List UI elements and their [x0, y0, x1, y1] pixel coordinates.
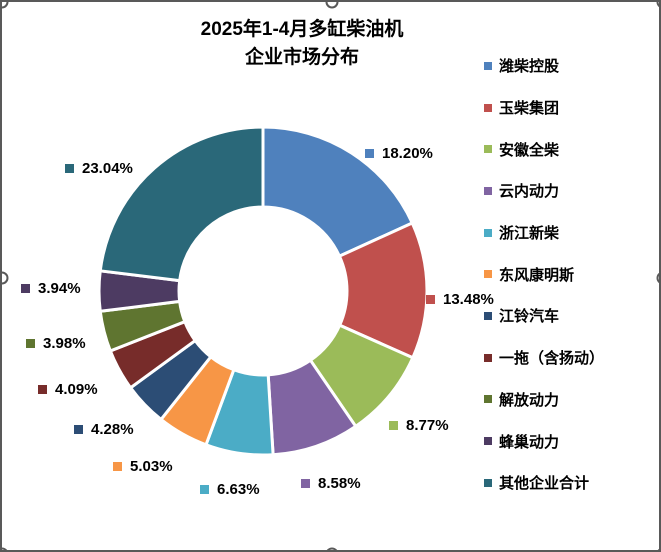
- legend-label: 浙江新柴: [499, 225, 560, 243]
- legend-item-3[interactable]: 云内动力: [484, 170, 659, 212]
- data-label-10: 23.04%: [65, 158, 133, 178]
- label-swatch-icon: [38, 384, 47, 394]
- label-swatch-icon: [113, 461, 122, 471]
- legend-swatch-icon: [484, 311, 492, 320]
- legend-item-7[interactable]: 一拖（含扬动）: [484, 337, 659, 379]
- legend-swatch-icon: [484, 395, 492, 404]
- legend-item-8[interactable]: 解放动力: [484, 379, 659, 421]
- data-label-value: 6.63%: [217, 480, 260, 498]
- legend-label: 玉柴集团: [499, 100, 560, 118]
- data-label-1: 13.48%: [426, 289, 494, 309]
- legend-item-5[interactable]: 东风康明斯: [484, 253, 659, 295]
- data-label-value: 23.04%: [82, 159, 133, 177]
- legend-item-10[interactable]: 其他企业合计: [484, 462, 659, 504]
- legend-item-2[interactable]: 安徽全柴: [484, 128, 659, 170]
- legend-swatch-icon: [484, 228, 492, 237]
- data-label-value: 5.03%: [130, 457, 173, 475]
- legend-item-0[interactable]: 潍柴控股: [484, 45, 659, 87]
- legend-swatch-icon: [484, 270, 492, 279]
- legend-item-4[interactable]: 浙江新柴: [484, 212, 659, 254]
- legend-swatch-icon: [484, 186, 492, 195]
- legend-label: 云内动力: [499, 183, 560, 201]
- data-label-value: 8.77%: [406, 416, 449, 434]
- legend-label: 潍柴控股: [499, 58, 560, 76]
- donut-slice-10-其他企业合计[interactable]: [98, 125, 265, 283]
- data-label-6: 4.28%: [74, 419, 134, 439]
- data-label-7: 4.09%: [38, 379, 98, 399]
- data-label-value: 18.20%: [382, 144, 433, 162]
- resize-handle-top-middle[interactable]: [325, 2, 339, 9]
- label-swatch-icon: [365, 148, 374, 158]
- label-swatch-icon: [200, 484, 209, 494]
- legend-label: 江铃汽车: [499, 308, 560, 326]
- donut-slice-0-潍柴控股[interactable]: [261, 125, 415, 259]
- resize-handle-top-left[interactable]: [2, 2, 9, 9]
- label-swatch-icon: [389, 420, 398, 430]
- data-label-value: 13.48%: [443, 290, 494, 308]
- resize-handle-left-middle[interactable]: [2, 271, 9, 285]
- legend-swatch-icon: [484, 145, 492, 154]
- legend-label: 安徽全柴: [499, 141, 560, 159]
- data-label-value: 4.28%: [91, 420, 134, 438]
- legend-item-1[interactable]: 玉柴集团: [484, 87, 659, 129]
- chart-title-line2: 企业市场分布: [244, 47, 359, 68]
- legend-label: 一拖（含扬动）: [499, 350, 605, 368]
- data-label-value: 8.58%: [318, 474, 361, 492]
- label-swatch-icon: [26, 338, 35, 348]
- data-label-value: 3.98%: [43, 334, 86, 352]
- resize-handle-bottom-right[interactable]: [656, 547, 659, 550]
- legend-label: 蜂巢动力: [499, 433, 560, 451]
- data-label-2: 8.77%: [389, 415, 449, 435]
- label-swatch-icon: [65, 163, 74, 173]
- legend-label: 东风康明斯: [499, 266, 575, 284]
- legend-label: 解放动力: [499, 391, 560, 409]
- legend-swatch-icon: [484, 437, 492, 446]
- data-label-value: 4.09%: [55, 380, 98, 398]
- legend-item-9[interactable]: 蜂巢动力: [484, 420, 659, 462]
- legend-swatch-icon: [484, 353, 492, 362]
- data-label-value: 3.94%: [38, 279, 81, 297]
- data-label-8: 3.98%: [26, 333, 86, 353]
- legend-label: 其他企业合计: [499, 475, 590, 493]
- data-label-5: 5.03%: [113, 456, 173, 476]
- legend-swatch-icon: [484, 61, 492, 70]
- label-swatch-icon: [426, 294, 435, 304]
- label-swatch-icon: [74, 424, 83, 434]
- chart-title: 2025年1-4月多缸柴油机 企业市场分布: [92, 16, 512, 72]
- data-label-0: 18.20%: [365, 143, 433, 163]
- label-swatch-icon: [21, 283, 30, 293]
- data-label-3: 8.58%: [301, 473, 361, 493]
- data-label-9: 3.94%: [21, 278, 81, 298]
- label-swatch-icon: [301, 478, 310, 488]
- chart-title-line1: 2025年1-4月多缸柴油机: [200, 19, 404, 40]
- legend-item-6[interactable]: 江铃汽车: [484, 295, 659, 337]
- legend-swatch-icon: [484, 103, 492, 112]
- data-label-4: 6.63%: [200, 479, 260, 499]
- legend-swatch-icon: [484, 478, 492, 487]
- chart-legend: 潍柴控股玉柴集团安徽全柴云内动力浙江新柴东风康明斯江铃汽车一拖（含扬动） 解放动力…: [484, 45, 659, 504]
